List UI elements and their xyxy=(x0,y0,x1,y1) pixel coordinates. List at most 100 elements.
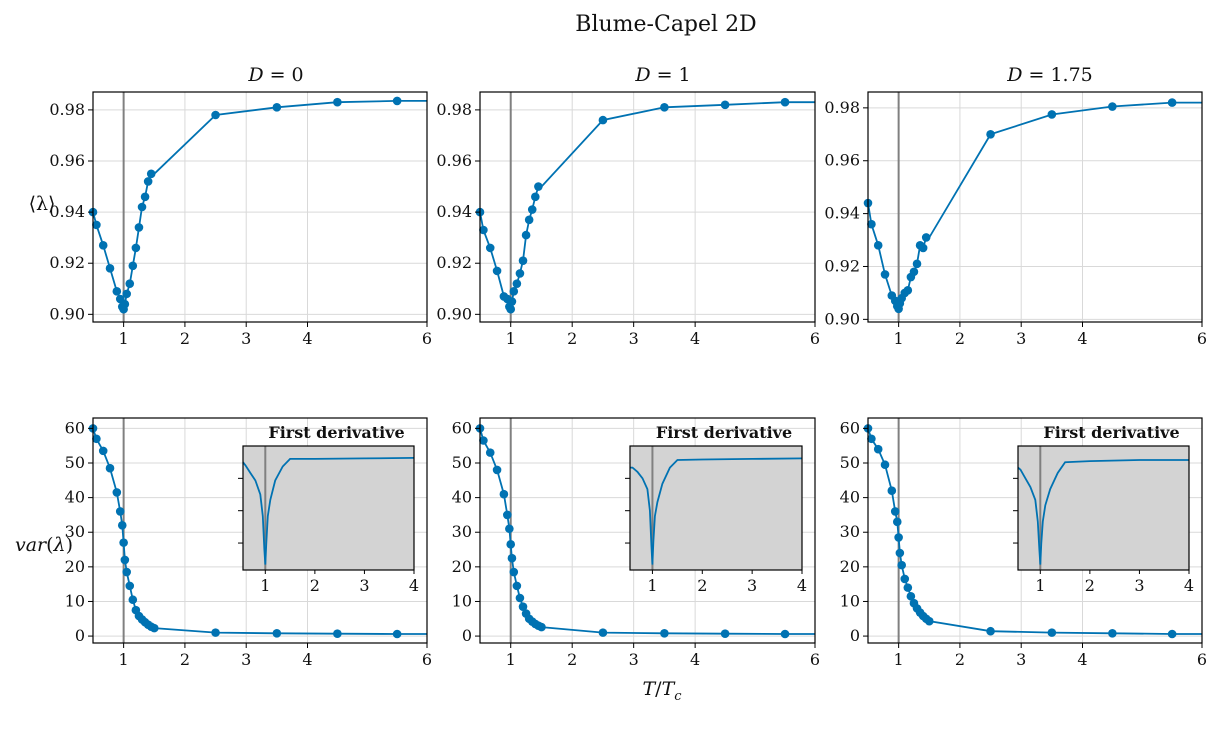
inset-x-tick-label: 2 xyxy=(697,576,707,595)
x-tick-label: 2 xyxy=(567,650,577,669)
data-point xyxy=(125,279,135,288)
panel-title-D175: D = 1.75 xyxy=(1006,64,1093,86)
y-tick-label: 50 xyxy=(840,453,860,472)
data-point xyxy=(503,510,512,520)
y-tick-label: 0.90 xyxy=(49,304,85,323)
inset-x-tick-label: 2 xyxy=(310,576,320,595)
axes-frame xyxy=(92,417,428,644)
data-point xyxy=(1047,628,1057,637)
axes-frame xyxy=(867,417,1203,644)
data-point xyxy=(149,623,159,633)
y-tick-label: 10 xyxy=(65,591,85,610)
y-tick-label: 0.98 xyxy=(49,100,85,119)
data-point xyxy=(92,434,101,444)
data-point xyxy=(499,489,509,499)
y-tick-label: 20 xyxy=(840,557,860,576)
data-point xyxy=(1108,102,1117,111)
data-point xyxy=(909,267,919,277)
x-tick-label: 1 xyxy=(894,329,904,348)
data-point xyxy=(131,243,141,253)
data-point xyxy=(531,192,540,202)
data-point xyxy=(211,110,220,120)
y-tick-label: 0.90 xyxy=(436,304,472,323)
data-point xyxy=(924,616,934,626)
y-tick-label: 0 xyxy=(850,626,860,645)
y-tick-label: 0 xyxy=(462,626,472,645)
data-point xyxy=(112,287,122,296)
panel-mean-D1: 1 2 3 4 6 0.90 0.92 0.94 0.96 0.98 xyxy=(436,91,820,348)
inset-x-tick-label: 3 xyxy=(747,576,757,595)
data-point xyxy=(518,602,528,611)
data-point xyxy=(720,100,730,110)
x-tick-label: 3 xyxy=(629,650,639,669)
x-tick-label: 3 xyxy=(241,329,251,348)
inset-x-tick-label: 4 xyxy=(1184,576,1194,595)
data-point xyxy=(780,629,790,639)
data-point xyxy=(906,591,916,601)
data-point xyxy=(1167,98,1177,107)
y-tick-label: 0.92 xyxy=(436,253,472,272)
data-point xyxy=(128,595,138,605)
x-tick-label: 1 xyxy=(506,329,516,348)
y-tick-label: 10 xyxy=(840,591,860,610)
data-point xyxy=(92,220,101,230)
data-point xyxy=(105,264,115,273)
x-tick-label: 3 xyxy=(1016,329,1026,348)
data-point xyxy=(119,538,128,547)
data-point xyxy=(333,629,342,638)
x-tick-label: 2 xyxy=(180,650,190,669)
data-point xyxy=(122,289,131,299)
y-tick-label: 60 xyxy=(840,418,860,437)
data-point xyxy=(537,622,546,632)
y-tick-label: 0.96 xyxy=(49,151,85,170)
x-tick-label: 6 xyxy=(1197,650,1207,669)
data-point xyxy=(518,256,528,265)
data-point xyxy=(98,241,108,250)
inset-series-line xyxy=(242,457,415,565)
axes-frame xyxy=(479,91,816,323)
x-tick-label: 6 xyxy=(422,650,432,669)
inset-x-tick-label: 4 xyxy=(797,576,807,595)
data-point xyxy=(867,219,876,229)
inset-background xyxy=(1018,446,1189,570)
data-point xyxy=(986,129,995,139)
data-point xyxy=(521,230,531,240)
data-point xyxy=(112,488,122,497)
data-point xyxy=(598,628,608,637)
x-tick-label: 6 xyxy=(1197,329,1207,348)
panel-mean-D0: 1 2 3 4 6 0.90 0.92 0.94 0.96 0.98 xyxy=(49,91,432,348)
ylabel-mean: ⟨λ⟩ xyxy=(29,193,56,215)
y-tick-label: 30 xyxy=(65,522,85,541)
series-line xyxy=(479,101,815,313)
x-tick-label: 4 xyxy=(302,650,312,669)
data-point xyxy=(506,540,516,549)
x-tick-label: 1 xyxy=(506,650,516,669)
data-point xyxy=(527,205,537,214)
axes-frame xyxy=(92,91,428,323)
data-point xyxy=(272,629,282,638)
data-point xyxy=(98,446,108,456)
data-point xyxy=(894,533,903,542)
y-tick-label: 0.94 xyxy=(49,202,85,221)
data-point xyxy=(918,243,928,253)
data-point xyxy=(515,269,525,278)
y-tick-label: 60 xyxy=(65,418,85,437)
data-point xyxy=(272,103,282,112)
inset-x-tick-label: 3 xyxy=(1134,576,1144,595)
x-tick-label: 4 xyxy=(690,329,700,348)
data-point xyxy=(506,304,516,314)
data-point xyxy=(903,583,913,592)
data-point xyxy=(880,460,890,470)
y-tick-label: 0.96 xyxy=(436,151,472,170)
y-tick-label: 0.98 xyxy=(436,100,472,119)
data-point xyxy=(780,97,790,107)
data-point xyxy=(515,593,525,603)
y-tick-label: 60 xyxy=(452,418,472,437)
data-point xyxy=(115,507,125,516)
y-tick-label: 0 xyxy=(75,626,85,645)
inset-first-derivative: First derivative 1 2 3 4 xyxy=(625,423,807,595)
figure-suptitle: Blume-Capel 2D xyxy=(575,12,756,37)
data-point xyxy=(485,448,495,457)
data-point xyxy=(125,581,135,591)
